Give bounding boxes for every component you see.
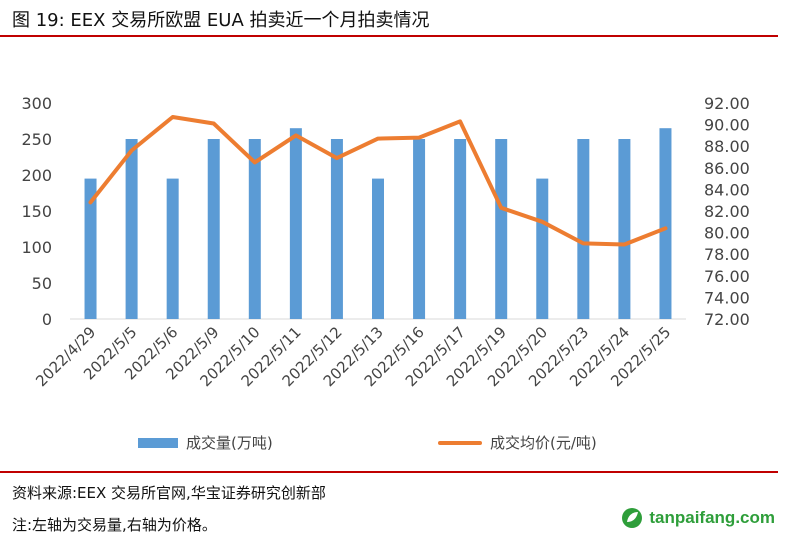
left-tick-label: 50 [32, 274, 52, 293]
top-divider [0, 35, 778, 37]
volume-bar [372, 178, 384, 319]
right-tick-label: 82.00 [704, 202, 750, 221]
x-axis-labels: 2022/4/292022/5/52022/5/62022/5/92022/5/… [32, 323, 674, 390]
watermark: tanpaifang.com [621, 507, 775, 529]
left-tick-label: 200 [21, 166, 52, 185]
right-tick-label: 78.00 [704, 245, 750, 264]
right-tick-label: 84.00 [704, 180, 750, 199]
volume-bar [413, 139, 426, 319]
volume-bar [618, 139, 631, 319]
left-tick-label: 150 [21, 202, 52, 221]
right-tick-label: 76.00 [704, 267, 750, 286]
axis-note: 注:左轴为交易量,右轴为价格。 [12, 516, 217, 534]
source-note: 资料来源:EEX 交易所官网,华宝证券研究创新部 [12, 484, 326, 502]
left-tick-label: 300 [21, 94, 52, 113]
volume-bar [289, 128, 302, 319]
legend: 成交量(万吨) 成交均价(元/吨) [138, 434, 597, 452]
left-axis: 0 50 100 150 200 250 300 [21, 94, 52, 329]
volume-bar [330, 139, 343, 319]
chart: 0 50 100 150 200 250 300 72.00 74.00 76.00 78.00 8… [21, 94, 750, 452]
volume-bar [495, 139, 508, 319]
right-axis: 72.00 74.00 76.00 78.00 80.00 82.00 84.00 86.00… [704, 94, 750, 329]
left-tick-label: 250 [21, 130, 52, 149]
bottom-divider [0, 471, 778, 473]
volume-bar [125, 139, 138, 319]
right-tick-label: 88.00 [704, 137, 750, 156]
right-tick-label: 72.00 [704, 310, 750, 329]
legend-volume-swatch [138, 438, 178, 448]
right-tick-label: 80.00 [704, 224, 750, 243]
right-tick-label: 86.00 [704, 159, 750, 178]
right-tick-label: 90.00 [704, 116, 750, 135]
volume-bar [659, 128, 672, 319]
price-line [88, 115, 668, 247]
legend-price-label: 成交均价(元/吨) [490, 434, 597, 452]
bar-series [84, 128, 672, 319]
volume-bar [536, 178, 549, 319]
volume-bar [207, 139, 220, 319]
volume-bar [454, 139, 467, 319]
left-tick-label: 100 [21, 238, 52, 257]
leaf-logo-icon [622, 508, 643, 528]
legend-volume-label: 成交量(万吨) [186, 434, 273, 452]
right-tick-label: 92.00 [704, 94, 750, 113]
watermark-text: tanpaifang.com [649, 508, 775, 527]
volume-bar [248, 139, 261, 319]
right-tick-label: 74.00 [704, 288, 750, 307]
volume-bar [84, 178, 97, 319]
volume-bar [166, 178, 179, 319]
left-tick-label: 0 [42, 310, 52, 329]
figure-title: 图 19: EEX 交易所欧盟 EUA 拍卖近一个月拍卖情况 [12, 10, 430, 31]
volume-bar [577, 139, 590, 319]
